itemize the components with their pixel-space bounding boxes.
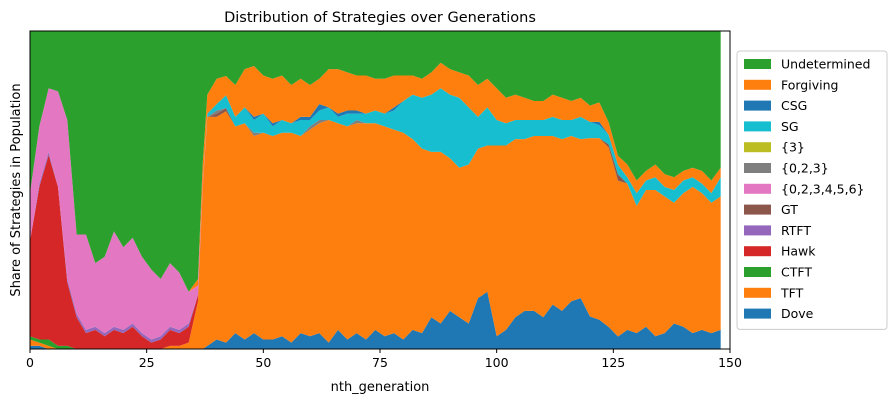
y-axis-label: Share of Strategies in Population bbox=[9, 83, 24, 296]
area-dove-0 bbox=[30, 291, 721, 349]
legend: Undetermined Forgiving CSG SG {3} {0,2,3} {0,2… bbox=[736, 50, 888, 330]
x-tick-label: 150 bbox=[718, 355, 742, 370]
legend-swatch-0-2-3 bbox=[744, 163, 771, 173]
legend-swatch-gt bbox=[744, 204, 771, 215]
legend-label-3: {3} bbox=[781, 140, 805, 155]
legend-swatch-tft bbox=[744, 287, 771, 298]
x-tick-label: 50 bbox=[255, 355, 271, 370]
legend-label-sg: SG bbox=[781, 119, 799, 134]
legend-label-rtft: RTFT bbox=[781, 223, 811, 238]
x-tick-label: 100 bbox=[485, 355, 509, 370]
legend-label-undetermined: Undetermined bbox=[781, 57, 870, 72]
x-axis-label: nth_generation bbox=[331, 380, 430, 395]
x-tick-label: 125 bbox=[601, 355, 625, 370]
legend-label-tft: TFT bbox=[780, 285, 804, 300]
legend-label-csg: CSG bbox=[781, 98, 807, 113]
legend-box bbox=[736, 50, 888, 330]
legend-label-ctft: CTFT bbox=[781, 265, 812, 280]
legend-swatch-hawk bbox=[744, 246, 771, 257]
stacked-areas bbox=[30, 31, 721, 349]
legend-label-forgiving: Forgiving bbox=[781, 77, 838, 92]
area-undetermined-12 bbox=[30, 31, 721, 292]
x-tick-label: 25 bbox=[139, 355, 155, 370]
x-axis-ticks: 0 25 50 75 100 125 150 bbox=[26, 349, 742, 370]
legend-swatch-undetermined bbox=[744, 59, 771, 69]
legend-label-0-2-3-4-5-6: {0,2,3,4,5,6} bbox=[781, 181, 865, 196]
area-forgiving-11 bbox=[30, 62, 721, 292]
legend-label-0-2-3: {0,2,3} bbox=[781, 161, 829, 176]
legend-swatch-rtft bbox=[744, 225, 771, 236]
area-tft-1 bbox=[30, 111, 721, 349]
legend-swatch-forgiving bbox=[744, 79, 771, 90]
legend-label-gt: GT bbox=[781, 202, 798, 217]
legend-label-hawk: Hawk bbox=[781, 244, 816, 259]
x-tick-label: 0 bbox=[26, 355, 34, 370]
legend-swatch-csg bbox=[744, 100, 771, 111]
legend-swatch-ctft bbox=[744, 267, 771, 277]
legend-swatch-sg bbox=[744, 121, 771, 132]
legend-swatch-3 bbox=[744, 142, 771, 153]
legend-label-dove: Dove bbox=[781, 306, 814, 321]
legend-swatch-dove bbox=[744, 308, 771, 319]
chart-title: Distribution of Strategies over Generati… bbox=[224, 10, 536, 26]
legend-swatch-0-2-3-4-5-6 bbox=[744, 183, 771, 194]
area-0-2-3-4-5-6-6 bbox=[30, 88, 721, 340]
x-tick-label: 75 bbox=[372, 355, 388, 370]
